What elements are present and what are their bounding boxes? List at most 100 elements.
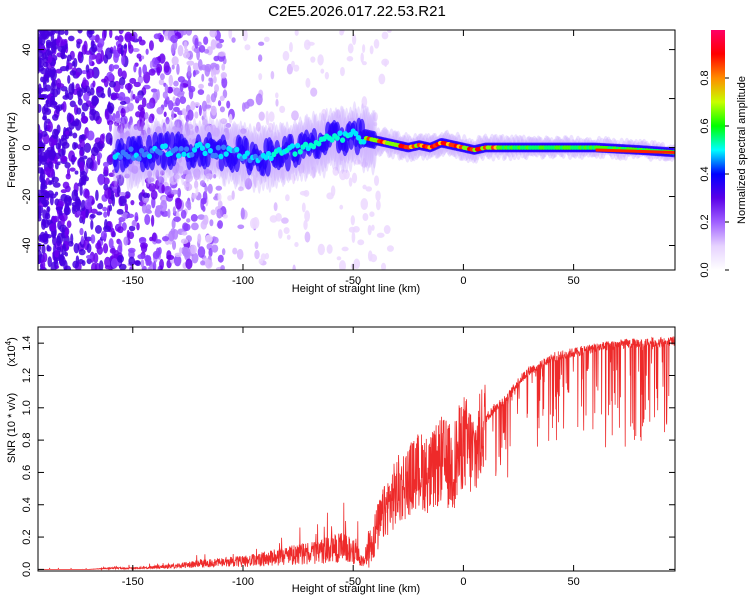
noise-blob — [330, 185, 336, 197]
noise-blob — [146, 102, 154, 109]
noise-blob — [173, 87, 181, 96]
noise-blob — [88, 54, 93, 66]
ridge-core — [162, 143, 168, 149]
noise-blob — [201, 100, 208, 112]
noise-blob — [100, 92, 106, 99]
noise-blob — [304, 210, 311, 222]
noise-blob — [124, 173, 131, 179]
noise-blob — [380, 262, 387, 270]
noise-blob — [165, 116, 170, 125]
noise-blob — [255, 121, 261, 132]
noise-blob — [357, 239, 365, 246]
noise-blob — [187, 65, 192, 77]
noise-blob — [161, 235, 170, 242]
noise-blob — [184, 174, 193, 183]
noise-blob — [45, 99, 50, 105]
noise-blob — [78, 248, 86, 256]
noise-blob — [217, 200, 223, 209]
noise-blob — [173, 216, 182, 222]
ridge-core — [310, 143, 317, 150]
noise-blob — [90, 208, 98, 214]
noise-blob — [158, 79, 165, 86]
noise-blob — [191, 193, 197, 200]
colorbar-gradient — [711, 30, 725, 270]
noise-blob — [172, 240, 177, 250]
noise-blob — [74, 119, 82, 131]
colorbar-ticks: 0.0 0.2 0.4 0.6 0.8 — [699, 70, 729, 278]
noise-blob — [217, 220, 223, 229]
noise-blob — [108, 238, 114, 249]
noise-blob — [294, 242, 299, 248]
noise-blob — [378, 73, 386, 85]
noise-blob — [346, 56, 354, 62]
noise-blob — [56, 232, 64, 244]
noise-blob — [373, 122, 378, 127]
noise-blob — [121, 54, 126, 66]
noise-blob — [132, 48, 140, 53]
noise-blob — [120, 30, 124, 34]
colorbar-tick-label: 0.4 — [699, 166, 711, 181]
noise-blob — [178, 247, 183, 254]
noise-blob — [83, 40, 88, 53]
noise-blob — [199, 180, 206, 187]
noise-blob — [123, 236, 129, 246]
noise-blob — [183, 180, 191, 188]
noise-blob — [221, 76, 228, 89]
noise-blob — [317, 54, 324, 66]
ridge-core — [337, 130, 343, 137]
noise-blob — [190, 100, 196, 111]
noise-blob — [163, 99, 168, 108]
noise-blob — [198, 104, 202, 116]
noise-blob — [85, 85, 91, 94]
noise-blob — [171, 64, 175, 70]
noise-blob — [147, 266, 153, 270]
noise-blob — [164, 185, 172, 196]
noise-blob — [210, 209, 217, 216]
noise-blob — [38, 49, 44, 58]
ridge-band — [284, 153, 291, 172]
noise-blob — [97, 173, 105, 186]
noise-blob — [155, 239, 162, 244]
noise-blob — [383, 224, 391, 235]
noise-blob — [66, 220, 72, 229]
noise-blob — [117, 67, 123, 78]
noise-blob — [225, 123, 232, 128]
noise-blob — [72, 260, 80, 269]
noise-blob — [117, 226, 124, 234]
noise-blob — [186, 218, 191, 223]
noise-blob — [117, 254, 124, 263]
noise-blob — [147, 177, 152, 184]
noise-blob — [71, 156, 77, 161]
noise-blob — [125, 194, 130, 199]
noise-blob — [145, 48, 149, 55]
noise-blob — [109, 247, 117, 254]
noise-blob — [194, 125, 199, 134]
spectrogram-y-tick-label: -20 — [21, 189, 33, 205]
noise-blob — [172, 164, 179, 174]
snr-x-tick-label: -150 — [122, 576, 144, 588]
noise-blob — [38, 134, 41, 142]
noise-blob — [371, 224, 375, 231]
noise-blob — [129, 77, 137, 84]
noise-blob — [80, 235, 85, 245]
noise-blob — [102, 243, 109, 254]
noise-blob — [163, 61, 170, 73]
ridge-core — [176, 153, 182, 159]
noise-blob — [194, 111, 199, 119]
noise-blob — [177, 45, 184, 57]
noise-blob — [144, 112, 149, 120]
noise-blob — [91, 43, 97, 53]
spectrogram-panel: -150 -100 -50 0 50 -40 -20 0 20 40 Height of stra… — [6, 29, 676, 295]
noise-blob — [183, 41, 188, 50]
noise-blob — [96, 211, 103, 216]
noise-blob — [156, 89, 160, 101]
ridge-core — [218, 153, 224, 160]
noise-blob — [62, 181, 70, 189]
noise-blob — [175, 197, 182, 210]
noise-blob — [133, 81, 141, 88]
noise-blob — [65, 130, 70, 136]
noise-blob — [47, 206, 51, 213]
noise-blob — [66, 112, 72, 124]
noise-blob — [311, 166, 316, 179]
noise-blob — [67, 74, 71, 84]
